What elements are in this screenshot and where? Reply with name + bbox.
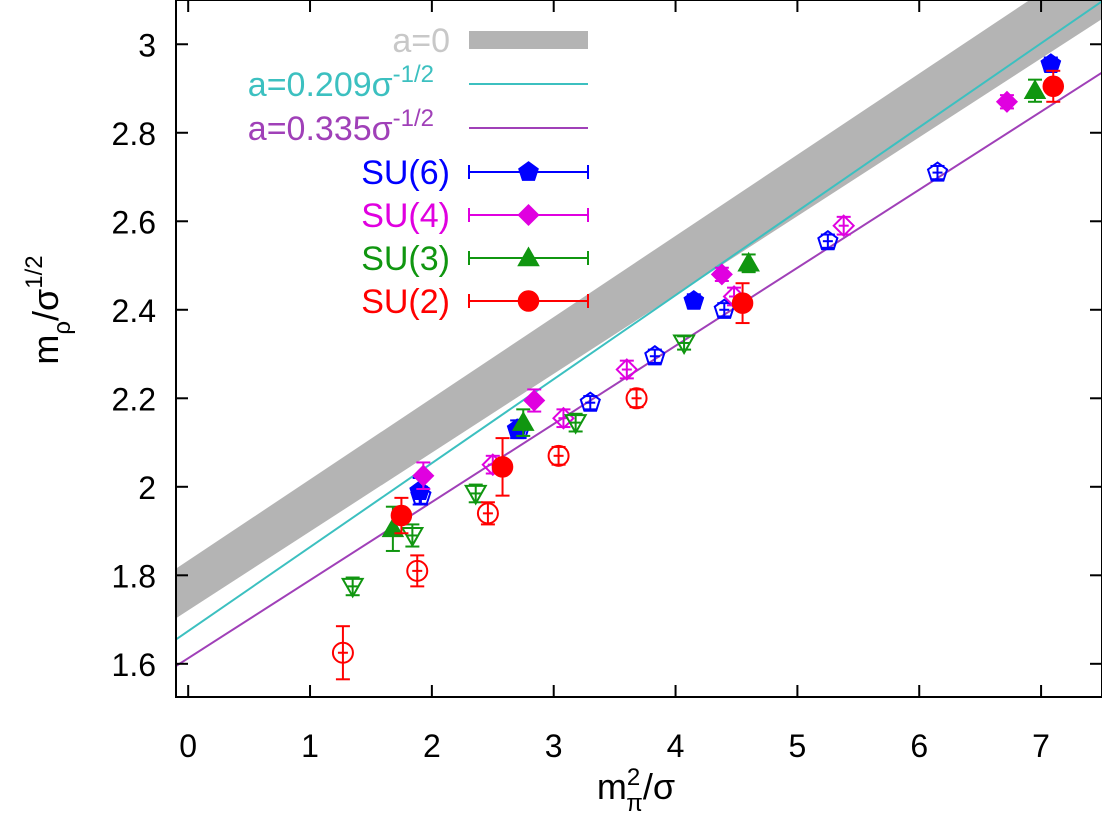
data-point-open (563, 414, 588, 435)
series-su6 (409, 53, 1062, 506)
legend-marker (517, 290, 540, 312)
axis-ticks: 0 1 2 3 4 5 6 7 1.6 1.8 2 2.2 2.4 2.6 2.8 3 (112, 0, 1102, 764)
data-point (710, 263, 733, 286)
data-point-open (615, 358, 639, 381)
data-point-open (672, 334, 696, 355)
y-tick-label: 2 (138, 470, 156, 506)
data-point (1023, 79, 1047, 99)
series-su4 (412, 90, 1019, 491)
legend-item-4: SU(6) (361, 154, 589, 192)
legend-label-text: SU(2) (361, 283, 450, 321)
legend-label-text: a=0.335σ (248, 110, 393, 148)
x-axis-label-main: m (597, 766, 627, 807)
legend-item-3: a=0.335σ-1/2 (248, 105, 588, 148)
x-tick-label: 7 (1032, 728, 1050, 764)
legend-label: SU(2) (361, 283, 450, 321)
legend-label: a=0 (392, 22, 450, 60)
data-point-open (817, 229, 839, 251)
data-point (511, 411, 535, 431)
data-point-open (476, 502, 499, 525)
x-axis-label-sup: 2 (627, 764, 640, 791)
y-axis-label-sub: ρ (49, 321, 76, 335)
legend-item-2: a=0.209σ-1/2 (248, 61, 588, 104)
fit-line-2 (176, 71, 1102, 667)
legend-label-text: SU(3) (361, 240, 450, 278)
data-point (409, 480, 431, 501)
data-point-open (464, 484, 488, 506)
legend-marker (518, 161, 539, 181)
x-tick-label: 0 (179, 728, 197, 764)
data-point-open (406, 559, 429, 582)
y-tick-label: 2.6 (112, 204, 156, 240)
legend: a=0a=0.209σ-1/2a=0.335σ-1/2SU(6)SU(4)SU(… (248, 22, 589, 321)
legend-label-text: a=0.209σ (248, 66, 393, 104)
data-point (381, 517, 405, 538)
x-axis-label-sub: π (626, 790, 643, 814)
data-point (737, 251, 760, 272)
y-tick-label: 3 (138, 27, 156, 63)
x-tick-label: 5 (788, 728, 806, 764)
legend-label: a=0.209σ-1/2 (248, 61, 434, 104)
x-tick-label: 2 (423, 728, 441, 764)
x-tick-label: 6 (910, 728, 928, 764)
data-point-open (331, 641, 354, 664)
y-axis-label-main: m (25, 335, 66, 365)
legend-marker (517, 246, 540, 267)
y-tick-label: 2.2 (112, 381, 156, 417)
plot-area (176, 0, 1102, 681)
data-point (390, 504, 413, 527)
data-point (1042, 75, 1065, 98)
legend-label-text: SU(6) (361, 154, 450, 192)
legend-marker (517, 203, 540, 227)
data-point-open (625, 387, 648, 410)
legend-item-1: a=0 (392, 22, 588, 60)
y-tick-label: 2.8 (112, 116, 156, 152)
legend-label-sup: -1/2 (393, 61, 434, 88)
x-axis-label-rest: /σ (643, 766, 675, 807)
data-point-open (926, 161, 949, 182)
y-tick-label: 2.4 (112, 293, 156, 329)
data-point (683, 289, 705, 310)
y-tick-label: 1.8 (112, 558, 156, 594)
legend-label-text: a=0 (392, 22, 450, 60)
legend-label: a=0.335σ-1/2 (248, 105, 434, 148)
legend-item-5: SU(4) (361, 197, 589, 235)
data-point (491, 456, 514, 478)
series-su3 (340, 78, 1047, 599)
data-point-open (340, 577, 365, 599)
x-tick-label: 1 (301, 728, 319, 764)
y-axis-label: mρ/σ1/2 (21, 255, 76, 364)
plot-frame (175, 0, 1102, 698)
x-axis-label: m2 π/σ (597, 764, 675, 814)
x-tick-label: 4 (667, 728, 685, 764)
legend-item-6: SU(3) (361, 240, 589, 278)
legend-label: SU(3) (361, 240, 450, 278)
legend-label: SU(4) (361, 197, 450, 235)
data-point-open (832, 214, 856, 238)
y-axis-label-sup: 1/2 (21, 255, 48, 288)
data-point-open (400, 526, 425, 548)
legend-label: SU(6) (361, 154, 450, 192)
data-point (412, 464, 435, 487)
data-point-open (579, 391, 601, 412)
band-a0 (176, 0, 1102, 619)
fit-line-1 (176, 0, 1102, 641)
x-tick-label: 3 (545, 728, 563, 764)
legend-swatch (469, 31, 588, 49)
legend-item-7: SU(2) (361, 283, 589, 321)
data-point (995, 90, 1019, 113)
series-su2 (331, 69, 1065, 681)
data-point (523, 389, 546, 412)
data-point (731, 292, 754, 314)
y-axis-label-rest: /σ (25, 289, 66, 321)
data-point (1040, 53, 1062, 74)
y-tick-label: 1.6 (112, 647, 156, 683)
data-point-open (547, 444, 570, 467)
data-point-open (644, 345, 666, 366)
legend-label-sup: -1/2 (393, 105, 434, 132)
legend-label-text: SU(4) (361, 197, 450, 235)
